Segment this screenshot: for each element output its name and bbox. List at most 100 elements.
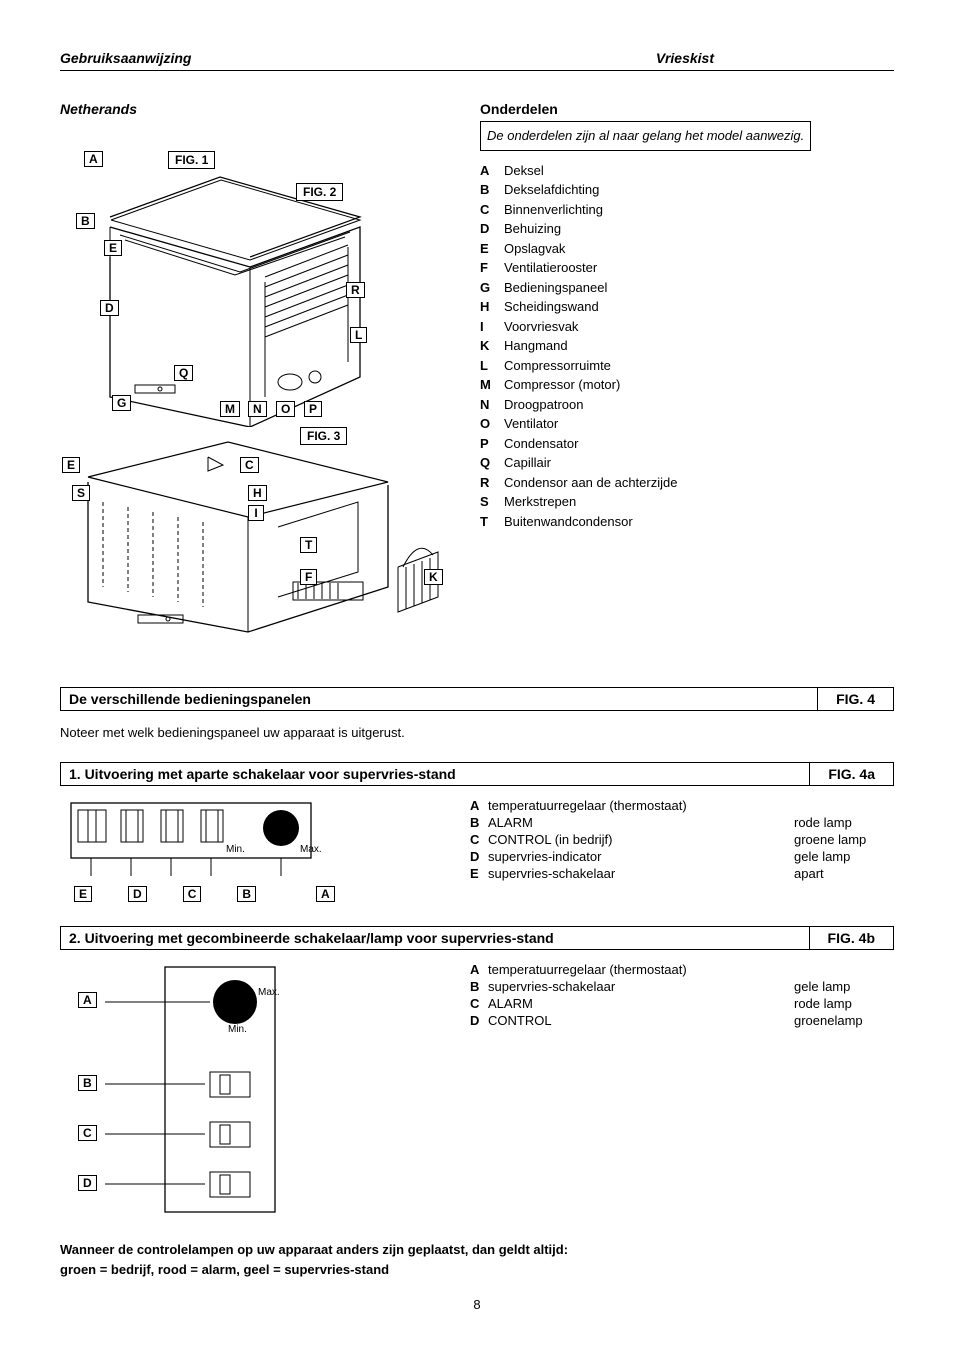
- parts-name: Dekselafdichting: [504, 180, 599, 200]
- label-E2: E: [62, 457, 80, 473]
- parts-row: MCompressor (motor): [480, 375, 894, 395]
- parts-row: FVentilatierooster: [480, 258, 894, 278]
- label-I: I: [248, 505, 264, 521]
- label-Q: Q: [174, 365, 193, 381]
- parts-row: CBinnenverlichting: [480, 200, 894, 220]
- parts-letter: R: [480, 473, 504, 493]
- panel-letter: E: [470, 866, 488, 881]
- panel-lamp: gele lamp: [794, 849, 894, 864]
- parts-name: Ventilator: [504, 414, 558, 434]
- label-P: P: [304, 401, 322, 417]
- parts-letter: Q: [480, 453, 504, 473]
- label-O: O: [276, 401, 295, 417]
- footer-line2: groen = bedrijf, rood = alarm, geel = su…: [60, 1260, 894, 1280]
- label-S: S: [72, 485, 90, 501]
- section2-banner: De verschillende bedieningspanelen FIG. …: [60, 687, 894, 711]
- parts-row: DBehuizing: [480, 219, 894, 239]
- panel-letter: A: [470, 962, 488, 977]
- panel-lamp: [794, 962, 894, 977]
- panel4a-max: Max.: [300, 844, 322, 855]
- parts-letter: E: [480, 239, 504, 259]
- parts-letter: P: [480, 434, 504, 454]
- parts-letter: T: [480, 512, 504, 532]
- parts-letter: I: [480, 317, 504, 337]
- panel-name: temperatuurregelaar (thermostaat): [488, 962, 794, 977]
- panel4a-lbl-C: C: [183, 886, 202, 902]
- panel-lamp: rode lamp: [794, 996, 894, 1011]
- panel-row: BALARMrode lamp: [470, 815, 894, 830]
- label-E: E: [104, 240, 122, 256]
- label-N: N: [248, 401, 267, 417]
- panel-row: Dsupervries-indicatorgele lamp: [470, 849, 894, 864]
- parts-name: Voorvriesvak: [504, 317, 578, 337]
- panel4a-diagram: Min. Max. E D C B A: [60, 798, 450, 902]
- panel4a-lbl-A: A: [316, 886, 335, 902]
- parts-letter: A: [480, 161, 504, 181]
- parts-row: PCondensator: [480, 434, 894, 454]
- parts-title: Onderdelen: [480, 101, 894, 117]
- freezer-diagrams: A FIG. 1 FIG. 2 B E D R L Q G M N O P: [60, 127, 460, 667]
- parts-name: Behuizing: [504, 219, 561, 239]
- panel4a-lbl-B: B: [237, 886, 256, 902]
- parts-row: HScheidingswand: [480, 297, 894, 317]
- parts-letter: K: [480, 336, 504, 356]
- parts-letter: F: [480, 258, 504, 278]
- panel4a-lbl-E: E: [74, 886, 92, 902]
- panel4a-fig: FIG. 4a: [809, 763, 893, 785]
- label-B: B: [76, 213, 95, 229]
- panel-letter: B: [470, 979, 488, 994]
- parts-name: Condensator: [504, 434, 578, 454]
- label-H: H: [248, 485, 267, 501]
- parts-name: Capillair: [504, 453, 551, 473]
- fig3-label: FIG. 3: [300, 427, 347, 445]
- panel4b-lbl-C: C: [78, 1125, 97, 1141]
- panel-name: CONTROL (in bedrijf): [488, 832, 794, 847]
- parts-name: Compressor (motor): [504, 375, 620, 395]
- panel-row: Atemperatuurregelaar (thermostaat): [470, 798, 894, 813]
- panel4b-banner: 2. Uitvoering met gecombineerde schakela…: [60, 926, 894, 950]
- parts-row: BDekselafdichting: [480, 180, 894, 200]
- section2-title: De verschillende bedieningspanelen: [61, 688, 817, 710]
- parts-list: ADekselBDekselafdichtingCBinnenverlichti…: [480, 161, 894, 532]
- panel4b-lbl-B: B: [78, 1075, 97, 1091]
- panel-row: Atemperatuurregelaar (thermostaat): [470, 962, 894, 977]
- panel-name: supervries-indicator: [488, 849, 794, 864]
- fig2-label: FIG. 2: [296, 183, 343, 201]
- header-right: Vrieskist: [656, 50, 714, 66]
- panel4b-lbl-A: A: [78, 992, 97, 1008]
- panel-lamp: gele lamp: [794, 979, 894, 994]
- label-R: R: [346, 282, 365, 298]
- section2-fig: FIG. 4: [817, 688, 893, 710]
- panel-letter: C: [470, 832, 488, 847]
- footer-line1: Wanneer de controlelampen op uw apparaat…: [60, 1240, 894, 1260]
- parts-row: RCondensor aan de achterzijde: [480, 473, 894, 493]
- panel-name: supervries-schakelaar: [488, 866, 794, 881]
- label-F: F: [300, 569, 317, 585]
- parts-name: Ventilatierooster: [504, 258, 597, 278]
- fig1-label: FIG. 1: [168, 151, 215, 169]
- parts-letter: S: [480, 492, 504, 512]
- panel-letter: D: [470, 1013, 488, 1028]
- panel-row: CALARMrode lamp: [470, 996, 894, 1011]
- page-number: 8: [60, 1297, 894, 1312]
- parts-letter: B: [480, 180, 504, 200]
- parts-letter: H: [480, 297, 504, 317]
- panel4a-title: 1. Uitvoering met aparte schakelaar voor…: [61, 763, 809, 785]
- parts-name: Condensor aan de achterzijde: [504, 473, 677, 493]
- panel-row: Esupervries-schakelaarapart: [470, 866, 894, 881]
- label-M: M: [220, 401, 240, 417]
- parts-name: Droogpatroon: [504, 395, 584, 415]
- panel-lamp: groene lamp: [794, 832, 894, 847]
- panel-letter: A: [470, 798, 488, 813]
- parts-row: KHangmand: [480, 336, 894, 356]
- panel-name: supervries-schakelaar: [488, 979, 794, 994]
- parts-row: OVentilator: [480, 414, 894, 434]
- panel4b-fig: FIG. 4b: [809, 927, 893, 949]
- parts-letter: G: [480, 278, 504, 298]
- panel4a-banner: 1. Uitvoering met aparte schakelaar voor…: [60, 762, 894, 786]
- label-C: C: [240, 457, 259, 473]
- section2-note: Noteer met welk bedieningspaneel uw appa…: [60, 725, 894, 740]
- parts-row: ADeksel: [480, 161, 894, 181]
- panel4b-title: 2. Uitvoering met gecombineerde schakela…: [61, 927, 809, 949]
- label-D: D: [100, 300, 119, 316]
